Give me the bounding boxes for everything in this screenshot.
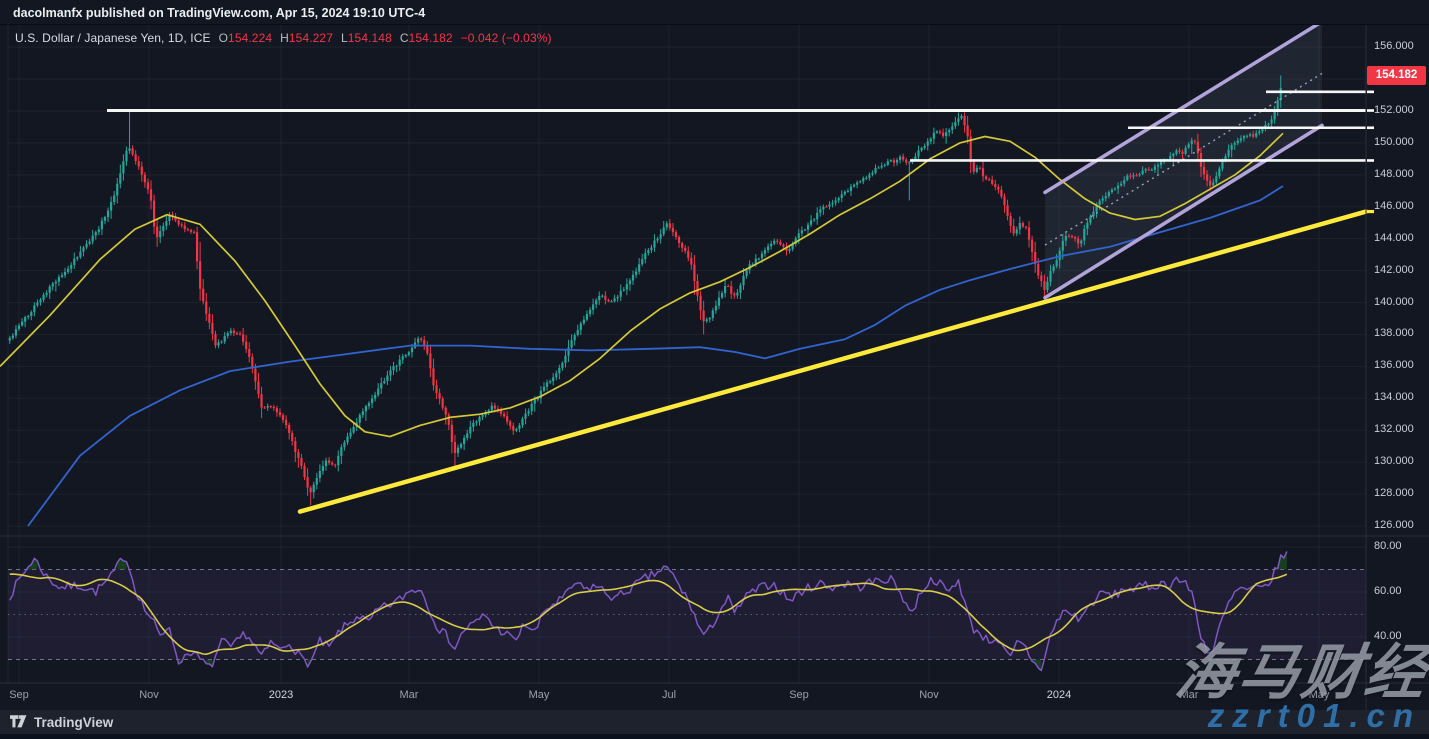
price-axis-label: 144.000: [1374, 231, 1414, 244]
price-axis-label: 140.000: [1374, 295, 1414, 308]
price-axis-label: 142.000: [1374, 263, 1414, 276]
price-axis-label: 150.000: [1374, 135, 1414, 148]
price-axis-label: 134.000: [1374, 391, 1414, 404]
low-label: L: [340, 31, 348, 45]
bottom-strip: [0, 734, 1429, 739]
symbol-legend[interactable]: U.S. Dollar / Japanese Yen, 1D, ICE O154.…: [15, 31, 552, 45]
time-axis-label: 2023: [268, 689, 294, 701]
price-axis-label: 126.000: [1374, 518, 1414, 531]
ma50-line: [0, 132, 1284, 438]
time-axis-label: 2024: [1046, 689, 1072, 701]
time-axis-label: Mar: [399, 689, 419, 701]
close-value: 154.182: [408, 31, 453, 45]
price-axis-label: 136.000: [1374, 359, 1414, 372]
price-axis-label: 146.000: [1374, 199, 1414, 212]
high-label: H: [280, 31, 289, 45]
price-axis-label: 128.000: [1374, 487, 1414, 500]
last-price-badge: 154.182: [1367, 66, 1426, 85]
rsi-axis-label: 60.00: [1374, 585, 1402, 597]
change-value: −0.042 (−0.03%): [460, 31, 552, 45]
time-axis-label: Mar: [1179, 689, 1199, 701]
symbol-title[interactable]: U.S. Dollar / Japanese Yen, 1D, ICE: [15, 31, 211, 45]
time-axis-label: May: [528, 689, 550, 701]
open-label: O: [218, 31, 229, 45]
time-axis-label: Nov: [919, 689, 939, 701]
watermark-url: zzrt01.cn: [1207, 697, 1421, 734]
price-axis-label: 148.000: [1374, 167, 1414, 180]
axis-ticks: [1367, 90, 1374, 214]
rsi-plot: [9, 551, 1288, 672]
publish-info-bar: dacolmanfx published on TradingView.com,…: [0, 0, 1429, 25]
ma200-line: [27, 185, 1284, 527]
low-value: 154.148: [347, 31, 392, 45]
time-axis-label: Jul: [661, 689, 677, 701]
time-axis-label: Nov: [139, 689, 159, 701]
tradingview-brand[interactable]: TradingView: [34, 714, 114, 730]
rsi-axis-label: 40.00: [1374, 630, 1402, 642]
price-axis-label: 152.000: [1374, 104, 1414, 116]
horizontal-levels: [107, 90, 1366, 162]
high-value: 154.227: [288, 31, 333, 45]
price-axis-label: 138.000: [1374, 327, 1414, 340]
time-axis-label: May: [1308, 689, 1330, 701]
time-axis-label: Sep: [789, 689, 809, 701]
pane-borders: [0, 25, 1429, 710]
footer-bar: TradingView: [0, 710, 1429, 734]
open-value: 154.224: [228, 31, 273, 45]
trendline: [297, 209, 1369, 514]
price-axis-label: 156.000: [1374, 40, 1414, 53]
rsi-axis-label: 80.00: [1374, 540, 1402, 552]
candles: [8, 75, 1282, 506]
publish-info-text: dacolmanfx published on TradingView.com,…: [13, 6, 426, 20]
close-label: C: [399, 31, 409, 45]
price-axis-label: 132.000: [1374, 423, 1414, 436]
rsi-band: [8, 569, 1366, 660]
tradingview-logo-icon[interactable]: [10, 714, 27, 730]
time-axis-label: Sep: [9, 689, 29, 701]
price-axis-label: 130.000: [1374, 455, 1414, 468]
